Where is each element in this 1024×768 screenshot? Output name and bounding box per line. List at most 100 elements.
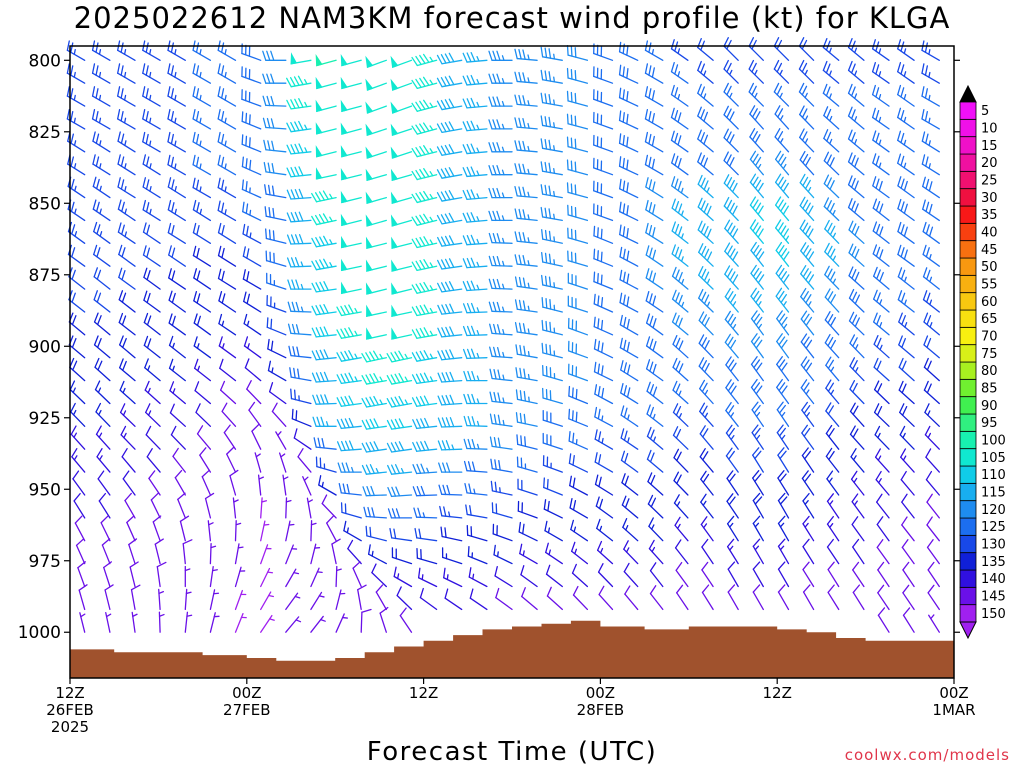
wind-barb — [568, 453, 589, 473]
wind-barb — [542, 387, 563, 405]
wind-barb — [146, 448, 161, 473]
wind-barb — [645, 177, 664, 199]
wind-barb — [142, 177, 161, 199]
wind-barb — [647, 472, 664, 496]
wind-barb — [437, 440, 463, 451]
wind-barb — [697, 83, 714, 107]
wind-barb — [619, 314, 639, 336]
wind-barb — [848, 220, 865, 244]
wind-barb — [75, 538, 86, 565]
wind-barb — [489, 323, 513, 336]
y-tick-label: 1000 — [18, 623, 61, 643]
wind-barb — [752, 561, 764, 588]
wind-barb — [852, 584, 865, 611]
wind-barb — [566, 182, 589, 199]
wind-barb — [543, 499, 563, 519]
wind-barb — [541, 251, 563, 267]
colorbar-label: 35 — [981, 208, 998, 223]
wind-barb — [463, 460, 488, 473]
colorbar-label: 125 — [981, 520, 1006, 535]
wind-barb — [177, 492, 186, 519]
wind-barb — [645, 268, 664, 290]
wind-barb — [92, 154, 111, 176]
wind-barb — [514, 71, 538, 84]
wind-barb — [462, 212, 488, 223]
wind-barb — [822, 60, 840, 84]
wind-barb — [411, 99, 438, 112]
wind-barb — [357, 584, 367, 611]
wind-barb — [412, 440, 438, 452]
wind-barb — [262, 117, 287, 130]
wind-barb — [391, 259, 413, 272]
x-tick-label: 12Z — [55, 684, 84, 702]
y-tick-label: 850 — [29, 194, 61, 214]
wind-barb — [598, 585, 614, 611]
wind-barb — [142, 131, 161, 153]
wind-barb — [365, 168, 387, 182]
wind-barb — [545, 564, 563, 588]
colorbar-label: 60 — [981, 295, 998, 310]
wind-barb — [927, 561, 940, 588]
wind-barb — [493, 544, 513, 565]
x-tick-label: 1MAR — [932, 701, 975, 719]
colorbar-swatch — [959, 257, 977, 276]
wind-barb — [750, 287, 764, 313]
wind-barb — [898, 380, 915, 405]
wind-barb — [232, 497, 239, 519]
wind-barb — [897, 267, 915, 290]
wind-barb — [514, 140, 538, 153]
wind-barb — [698, 311, 714, 336]
wind-barb — [774, 105, 790, 130]
colorbar-label: 15 — [981, 139, 998, 154]
wind-barb — [922, 244, 940, 267]
wind-barb — [437, 349, 463, 361]
wind-barb — [542, 409, 563, 427]
wind-barb — [593, 271, 614, 290]
wind-barb — [217, 86, 237, 107]
colorbar-swatch — [959, 500, 977, 519]
wind-barb — [897, 244, 915, 267]
wind-barb — [441, 547, 463, 565]
wind-barb — [184, 565, 191, 588]
wind-barb — [488, 210, 513, 222]
wind-barb — [924, 425, 940, 450]
wind-barb — [411, 372, 438, 385]
wind-barb — [436, 98, 463, 111]
wind-barb — [97, 470, 111, 496]
wind-barb — [92, 131, 111, 153]
wind-barb — [391, 304, 413, 317]
wind-barb — [799, 105, 815, 130]
wind-barb — [823, 151, 840, 176]
wind-barb — [872, 198, 890, 222]
wind-barb — [219, 380, 237, 405]
wind-barb — [620, 450, 639, 473]
colorbar-label: 40 — [981, 226, 998, 241]
wind-barb — [217, 108, 237, 130]
wind-barb — [872, 244, 890, 267]
wind-barb — [311, 281, 337, 293]
wind-barb — [799, 128, 815, 153]
wind-barb — [701, 561, 714, 588]
wind-barb — [571, 563, 589, 588]
wind-barb — [777, 561, 790, 588]
wind-barb — [568, 408, 589, 427]
wind-barb — [93, 335, 111, 359]
wind-barb — [672, 357, 689, 382]
wind-barb — [390, 101, 413, 114]
wind-barb — [194, 381, 212, 405]
wind-barb — [234, 520, 242, 542]
wind-barb — [848, 243, 865, 267]
wind-barb — [92, 176, 111, 199]
wind-barb — [411, 259, 438, 272]
wind-barb — [800, 333, 815, 359]
y-tick-label: 900 — [29, 337, 61, 357]
wind-barb — [802, 515, 815, 542]
wind-barb — [726, 493, 739, 519]
wind-barb — [117, 63, 136, 84]
wind-barb — [569, 475, 589, 496]
wind-barb — [315, 145, 337, 158]
wind-barb — [898, 357, 915, 382]
wind-barb — [798, 59, 815, 84]
wind-barb — [93, 267, 111, 290]
